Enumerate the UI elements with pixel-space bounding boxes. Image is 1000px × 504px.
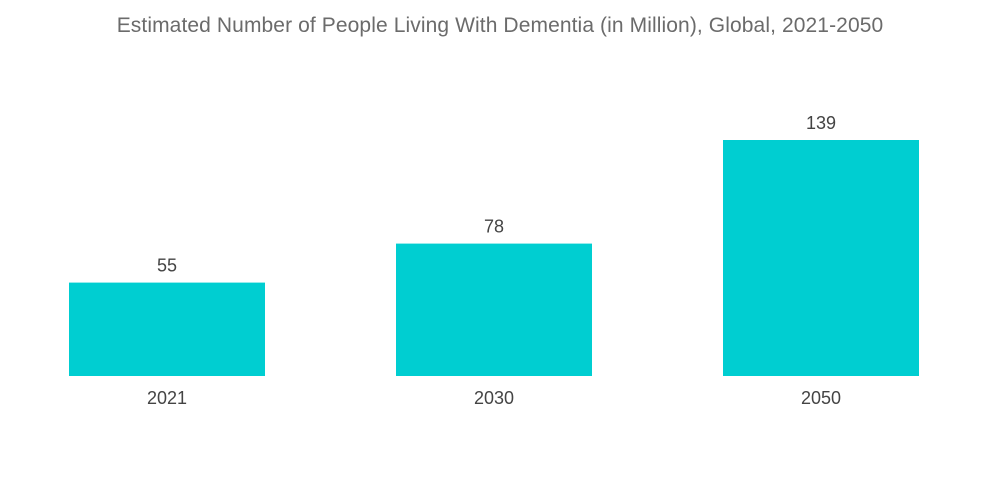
value-labels-group: 55 78 139 xyxy=(157,113,836,276)
value-label-2050: 139 xyxy=(806,113,836,133)
x-tick-label-2050: 2050 xyxy=(801,388,841,408)
bar-2030 xyxy=(396,243,592,376)
chart-title: Estimated Number of People Living With D… xyxy=(116,14,884,37)
bar-2050 xyxy=(723,140,919,376)
x-tick-label-2021: 2021 xyxy=(147,388,187,408)
x-tick-labels-group: 2021 2030 2050 xyxy=(147,388,841,408)
bars-group xyxy=(69,140,919,376)
x-tick-label-2030: 2030 xyxy=(474,388,514,408)
value-label-2030: 78 xyxy=(484,217,504,237)
value-label-2021: 55 xyxy=(157,256,177,276)
bar-2021 xyxy=(69,282,265,376)
